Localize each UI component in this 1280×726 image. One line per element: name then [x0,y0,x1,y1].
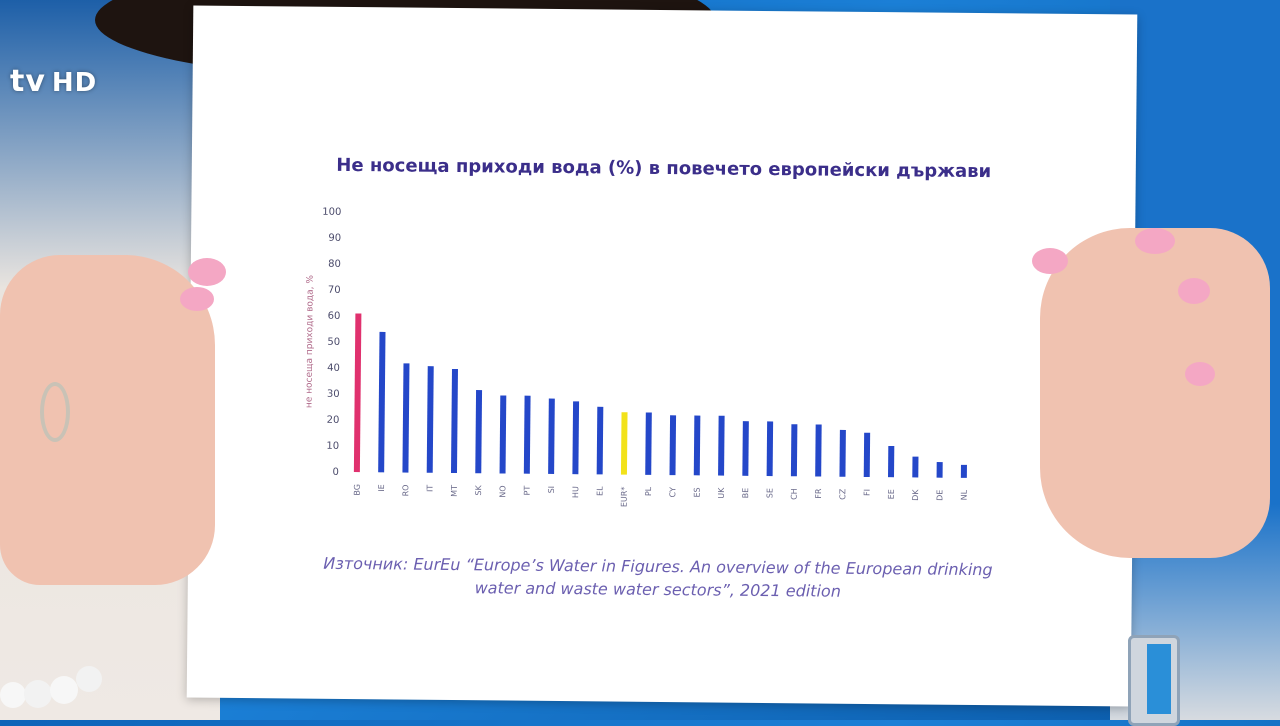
bar-chart: не носеща приходи вода, % 0 10 20 30 40 50 60 70… [304,207,969,508]
bar-fr [815,424,822,477]
x-tick-label: CZ [838,488,847,500]
source-note: Източник: EurEu “Europe’s Water in Figur… [258,551,1058,605]
x-tick-label: FI [863,489,872,496]
bar-ch [790,424,798,477]
chart-paper: Не носеща приходи вода (%) в повечето ев… [186,5,1138,707]
x-tick-label: IT [426,485,435,492]
y-tick-label: 40 [327,363,340,374]
x-tick-label: EUR* [620,487,629,508]
x-tick-label: SE [765,488,774,498]
right-hand [1040,228,1270,558]
left-thumb-nail [188,258,226,286]
y-tick-label: 10 [326,441,339,452]
y-tick-label: 70 [328,285,341,296]
bar-fi [863,432,871,477]
x-tick-label: EL [595,486,604,496]
bar-hu [572,401,580,475]
right-finger-nail [1135,228,1175,254]
bar-si [548,398,555,474]
bar-se [766,421,774,477]
left-hand [0,255,215,585]
bar-pl [645,412,652,475]
y-tick-label: 80 [328,259,341,270]
bar-ie [378,331,386,473]
bracelet [0,660,110,720]
x-tick-label: PL [644,486,653,496]
x-tick-label: DE [935,490,944,501]
right-finger-nail-3 [1185,362,1215,386]
channel-logo: tv HD [10,64,97,99]
x-tick-label: SK [474,484,483,495]
x-tick-label: FR [814,488,823,499]
bar-nl [960,464,967,478]
x-tick-label: MT [450,485,459,497]
bar-el [596,406,604,475]
bar-uk [718,415,725,476]
y-tick-label: 20 [327,415,340,426]
x-tick-label: PT [523,486,532,496]
x-tick-label: RO [401,485,410,497]
y-tick-label: 30 [327,389,340,400]
x-tick-label: DK [911,489,920,501]
x-tick-label: EE [887,489,896,499]
x-tick-label: NL [960,489,969,500]
x-tick-label: IE [377,484,386,492]
logo-hd: HD [51,68,98,98]
y-tick-label: 90 [328,233,341,244]
ring [40,382,70,442]
right-thumb-nail [1032,248,1068,274]
bar-ro [402,363,410,473]
bar-it [426,366,434,473]
x-tick-label: BG [353,484,362,496]
x-tick-label: NO [498,485,507,497]
y-tick-label: 50 [327,337,340,348]
bar-es [693,415,701,476]
x-tick-label: CH [790,488,799,500]
bar-sk [475,390,483,474]
y-tick-label: 100 [322,207,341,218]
bar-pt [523,395,531,474]
right-finger-nail-2 [1178,278,1210,304]
bar-dk [912,456,919,478]
bar-no [499,395,507,474]
x-tick-label: UK [717,487,726,499]
bar-bg [353,313,362,473]
y-tick-label: 60 [328,311,341,322]
bar-mt [450,368,458,474]
x-tick-label: ES [693,487,702,497]
y-tick-label: 0 [332,467,338,478]
x-tick-label: HU [571,486,580,498]
bar-de [936,462,943,478]
left-finger-nail [180,287,214,311]
x-tick-label: BE [741,488,750,499]
y-axis-label: не носеща приходи вода, % [304,275,315,409]
bar-be [742,421,749,476]
wristwatch [1128,635,1180,726]
bar-cy [669,415,677,476]
logo-brand: tv [10,64,46,99]
x-tick-label: CY [668,487,677,498]
x-tick-label: SI [547,486,556,494]
bar-cz [839,429,846,477]
bar-eur [620,412,628,475]
bar-ee [888,445,895,478]
